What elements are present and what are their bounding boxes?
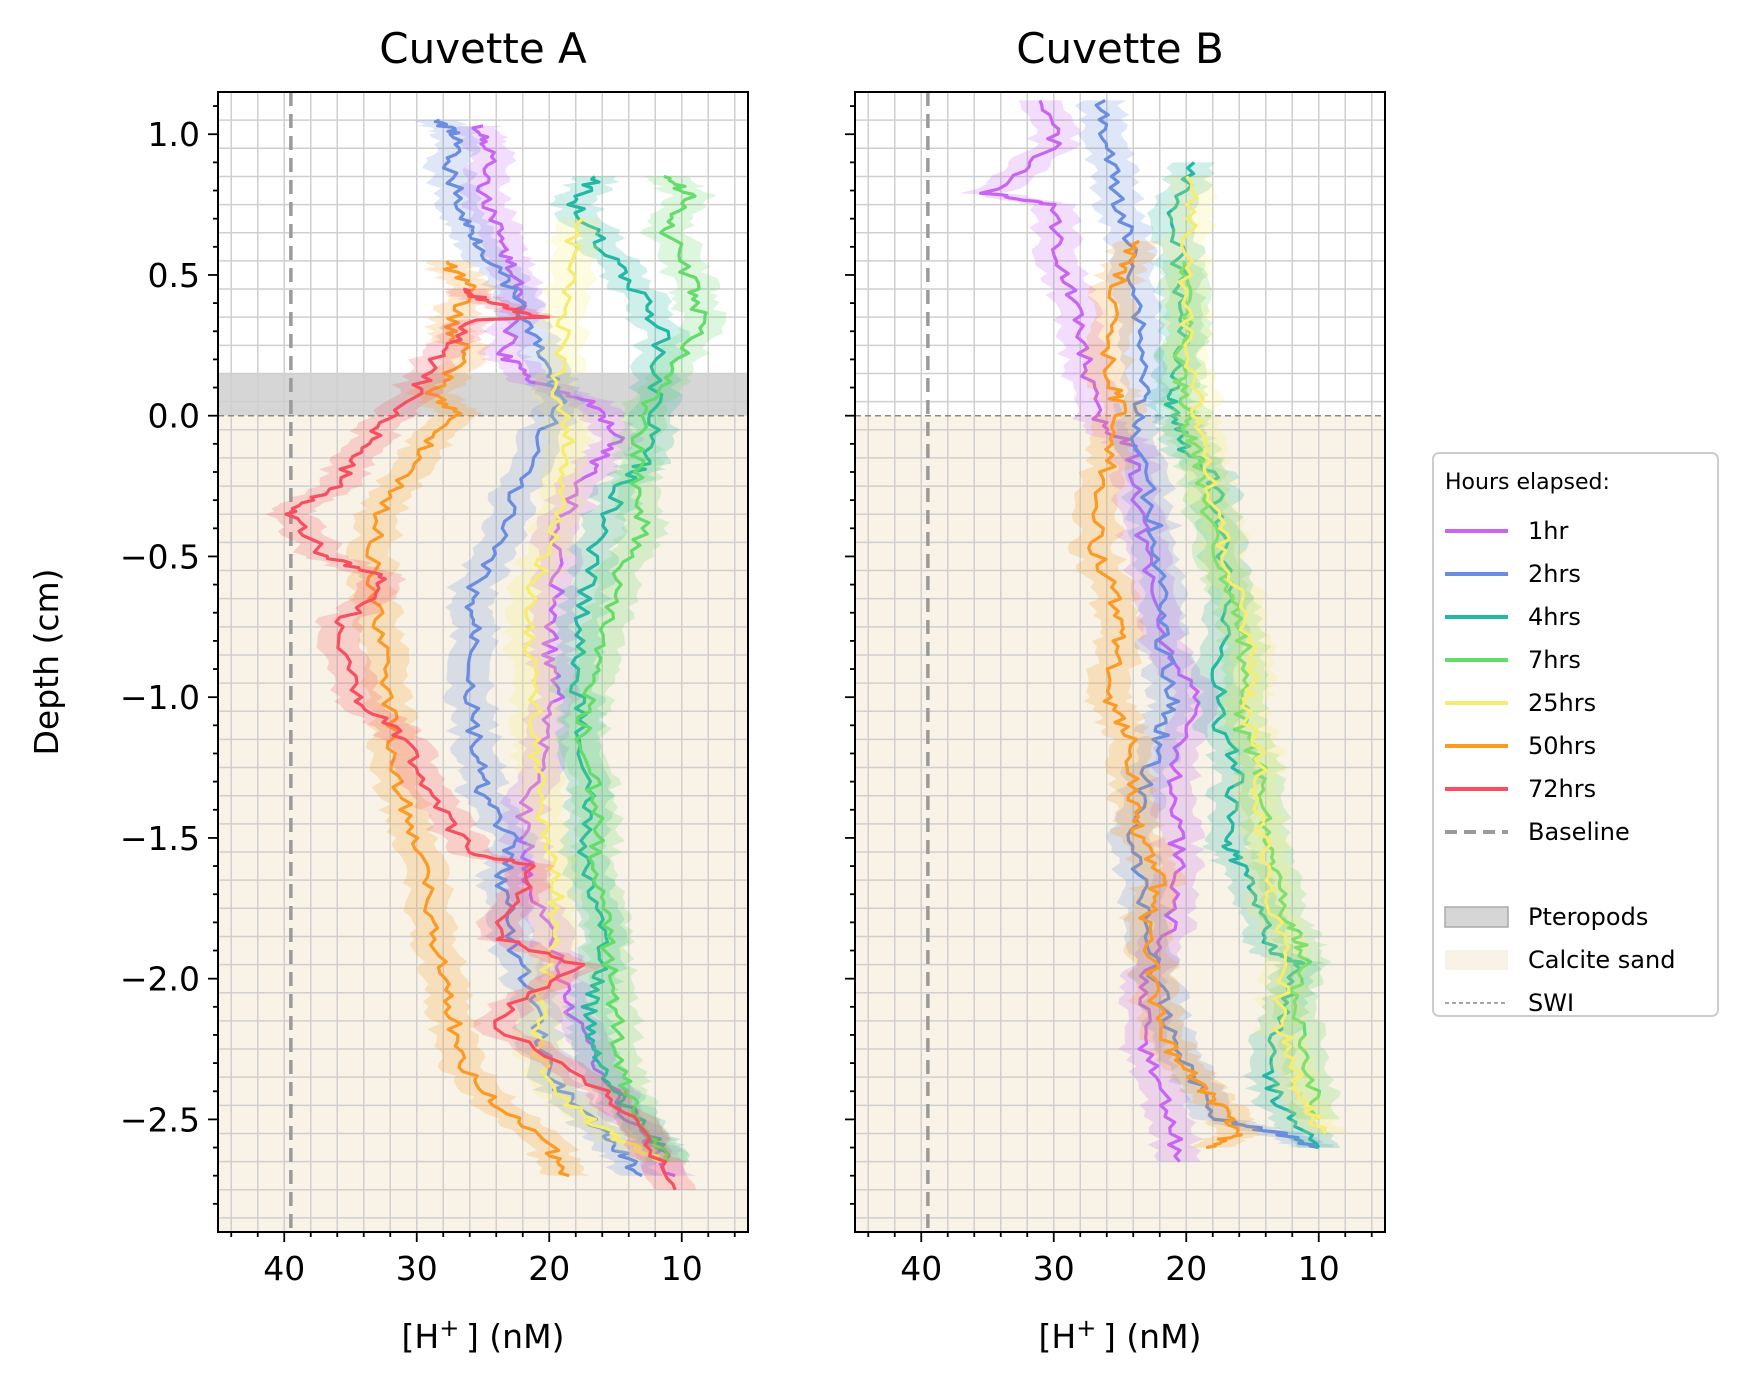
series-line-25hrs <box>1177 175 1327 1135</box>
series-band-1hr <box>451 125 697 1176</box>
series-band-2hrs <box>414 120 664 1176</box>
x-axis-label: [H+ ] (nM) <box>1039 1314 1202 1356</box>
x-tick-label: 30 <box>1033 1249 1075 1288</box>
legend-label: Baseline <box>1528 818 1630 846</box>
series-band-25hrs <box>502 218 684 1162</box>
panel-cuvette-a: 40 30 20 10 1.0 0.5 0.0 −0.5 −1.0 −1.5 −2.0 −2.5 Cuv… <box>27 24 749 1356</box>
y-tick-label: −0.5 <box>120 537 200 576</box>
legend: Hours elapsed: 1hr 2hrs 4hrs 7hrs 25hrs 50hrs 7… <box>1432 452 1719 1017</box>
axes-frame <box>217 91 749 1233</box>
y-tick-label: −2.5 <box>120 1100 200 1139</box>
legend-label: 4hrs <box>1528 603 1581 631</box>
series-line-1hr <box>471 124 676 1178</box>
series-line-4hrs <box>566 175 671 1163</box>
legend-label: 2hrs <box>1528 560 1581 588</box>
y-tick-label: 1.0 <box>148 115 200 154</box>
panel-cuvette-b: 40 30 20 10 Cuvette B [H+ ] (nM) <box>845 24 1386 1356</box>
legend-swatch-calcite-sand <box>1445 950 1508 970</box>
y-tick-label: −1.5 <box>120 819 200 858</box>
x-axis-label: [H+ ] (nM) <box>402 1314 565 1356</box>
legend-label: 7hrs <box>1528 646 1581 674</box>
grid <box>218 92 748 1232</box>
legend-label: Pteropods <box>1528 903 1648 931</box>
legend-label: 1hr <box>1528 517 1568 545</box>
y-tick-label: 0.0 <box>148 397 200 436</box>
panel-title: Cuvette A <box>379 24 587 73</box>
legend-label: Calcite sand <box>1528 946 1675 974</box>
x-tick-label: 10 <box>1298 1249 1340 1288</box>
series-group <box>959 98 1347 1163</box>
legend-title: Hours elapsed: <box>1445 470 1610 495</box>
series-band-4hrs <box>546 176 691 1162</box>
axes-frame <box>854 91 1386 1233</box>
series-line-1hr <box>979 99 1201 1163</box>
series-band-50hrs <box>1067 241 1263 1148</box>
legend-label: SWI <box>1528 989 1574 1017</box>
x-tick-label: 20 <box>528 1249 570 1288</box>
series-line-7hrs <box>574 174 708 1163</box>
x-axis-label-sup: + <box>1076 1314 1096 1342</box>
x-axis-label-part: ] (nM) <box>1103 1317 1202 1356</box>
series-band-72hrs <box>264 289 697 1190</box>
series-line-50hrs <box>1087 239 1243 1150</box>
x-axis-label-part: ] (nM) <box>466 1317 565 1356</box>
x-tick-label: 30 <box>396 1249 438 1288</box>
x-tick-label: 20 <box>1165 1249 1207 1288</box>
x-tick-label: 40 <box>900 1249 942 1288</box>
x-axis-label-part: [H <box>1039 1317 1077 1356</box>
y-tick-label: 0.5 <box>148 256 200 295</box>
series-group <box>264 118 728 1191</box>
legend-box <box>1432 452 1719 1017</box>
x-axis-label-part: [H <box>402 1317 440 1356</box>
legend-label: 50hrs <box>1528 732 1596 760</box>
series-band-50hrs <box>345 260 591 1176</box>
x-tick-label: 40 <box>263 1249 305 1288</box>
panel-title: Cuvette B <box>1016 24 1224 73</box>
x-tick-label: 10 <box>661 1249 703 1288</box>
series-line-72hrs <box>284 287 677 1191</box>
grid <box>855 92 1385 1232</box>
y-axis-label: Depth (cm) <box>27 568 66 755</box>
x-axis-label-sup: + <box>439 1314 459 1342</box>
legend-swatch-pteropods <box>1444 906 1509 928</box>
legend-label: 25hrs <box>1528 689 1596 717</box>
y-tick-label: −1.0 <box>120 678 200 717</box>
series-line-50hrs <box>365 260 570 1178</box>
series-band-7hrs <box>554 176 728 1162</box>
legend-label: 72hrs <box>1528 775 1596 803</box>
y-tick-label: −2.0 <box>120 960 200 999</box>
series-band-2hrs <box>1075 100 1340 1148</box>
